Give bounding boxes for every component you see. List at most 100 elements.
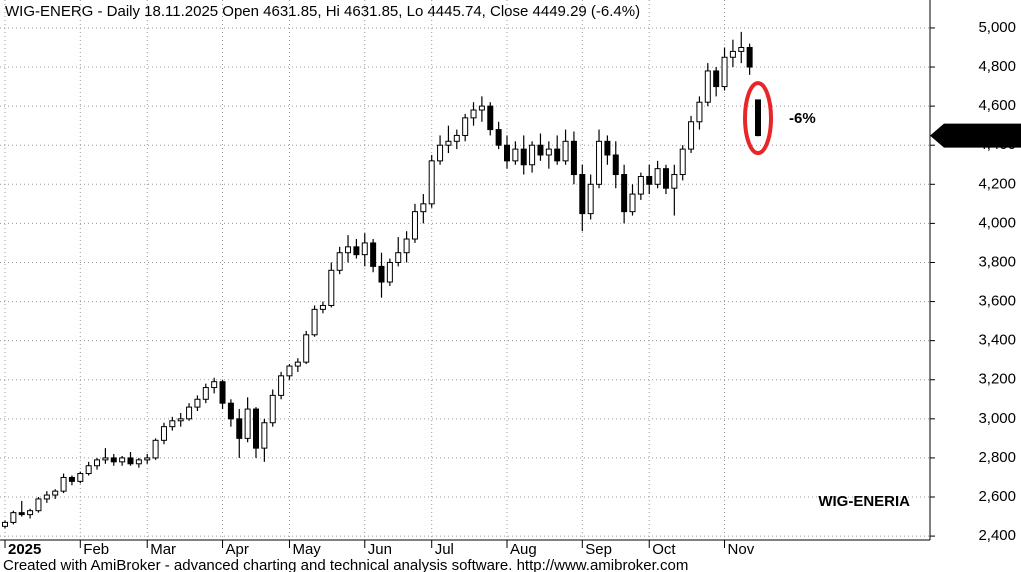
candle-body	[294, 361, 301, 367]
candle-body	[311, 308, 318, 336]
candle-body	[596, 140, 603, 185]
y-tick-label: 3,400	[978, 332, 1016, 349]
candle-body	[345, 246, 352, 254]
candle-body	[102, 457, 109, 461]
y-tick-label: 3,800	[978, 253, 1016, 270]
candle-body	[688, 121, 695, 150]
y-tick-label: 3,200	[978, 371, 1016, 388]
candle-body	[679, 148, 686, 176]
candle-body	[520, 148, 527, 166]
candle-body	[746, 46, 753, 68]
x-tick-label: Aug	[510, 541, 537, 558]
candle-body	[261, 422, 268, 449]
candle-body	[696, 101, 703, 123]
candle-body	[646, 175, 653, 185]
candle-body	[604, 140, 611, 156]
candle-body	[545, 148, 552, 156]
candle-body	[411, 211, 418, 240]
candle-body	[144, 457, 151, 461]
candle-body	[119, 457, 126, 463]
candle-body	[219, 381, 226, 404]
y-tick-label: 2,600	[978, 488, 1016, 505]
annotation: -6%	[789, 110, 816, 127]
candle-body	[27, 510, 34, 516]
candle-body	[319, 304, 326, 310]
highlight-ellipse	[743, 81, 773, 156]
x-tick-label: Jul	[435, 541, 454, 558]
candle-body	[721, 56, 728, 88]
candle-body	[654, 168, 661, 185]
y-tick-label: 2,800	[978, 449, 1016, 466]
y-tick-label: 3,600	[978, 293, 1016, 310]
candle-body	[378, 265, 385, 283]
candle-body	[470, 109, 477, 119]
candle-body	[35, 498, 42, 512]
candle-body	[495, 129, 502, 146]
y-tick-label: 4,800	[978, 58, 1016, 75]
y-tick-label: 4,000	[978, 214, 1016, 231]
candle-body	[587, 183, 594, 215]
candle-body	[169, 420, 176, 428]
candle-body	[395, 252, 402, 263]
candle-body	[10, 512, 17, 523]
candle-body	[621, 174, 628, 213]
candle-body	[579, 174, 586, 215]
candle-body	[85, 465, 92, 475]
candle-body	[637, 175, 644, 195]
candle-body	[328, 269, 335, 306]
price-marker-label: 4,449.29	[946, 127, 1004, 144]
candle-body	[554, 148, 561, 162]
candle-body	[236, 418, 243, 439]
candle-body	[462, 117, 469, 136]
candle-body	[529, 144, 536, 166]
candle-body	[211, 381, 218, 389]
candle-body	[186, 406, 193, 420]
candle-body	[704, 70, 711, 103]
candle-body	[135, 459, 142, 465]
y-tick-label: 2,400	[978, 527, 1016, 544]
candle-body	[361, 242, 368, 256]
candle-body	[445, 140, 452, 146]
x-tick-label: Jun	[368, 541, 392, 558]
candle-body	[227, 402, 234, 420]
x-tick-label: Apr	[226, 541, 249, 558]
x-tick-label: Mar	[150, 541, 176, 558]
candle-body	[629, 193, 636, 213]
candle-body	[671, 174, 678, 189]
candle-body	[177, 418, 184, 422]
candle-body	[612, 154, 619, 176]
candle-body	[428, 160, 435, 205]
y-tick-label: 4,600	[978, 97, 1016, 114]
candle-body	[160, 426, 167, 441]
candle-body	[110, 457, 117, 463]
candle-body	[537, 144, 544, 156]
y-tick-label: 5,000	[978, 19, 1016, 36]
x-tick-label: Oct	[652, 541, 676, 558]
candle-body	[729, 50, 736, 58]
candle-body	[386, 261, 393, 283]
candle-body	[570, 140, 577, 176]
candle-body	[453, 134, 460, 142]
candle-body	[403, 238, 410, 254]
candle-body	[77, 473, 84, 482]
candle-body	[244, 408, 251, 439]
candle-body	[512, 148, 519, 162]
x-tick-label: Sep	[585, 541, 612, 558]
candle-body	[152, 439, 159, 459]
candle-body	[478, 105, 485, 111]
candle-body	[370, 242, 377, 267]
candle-body	[353, 246, 360, 256]
x-tick-label: 2025	[8, 541, 41, 558]
y-tick-label: 4,200	[978, 175, 1016, 192]
x-tick-label: Feb	[83, 541, 109, 558]
candle-body	[278, 375, 285, 396]
watermark: WIG-ENERIA	[818, 493, 910, 510]
candle-body	[504, 144, 510, 162]
candle-body	[420, 203, 427, 213]
candle-body	[253, 408, 259, 449]
footer: Created with AmiBroker - advanced charti…	[3, 557, 688, 572]
price-marker	[930, 123, 1021, 148]
candle-body	[336, 252, 343, 271]
